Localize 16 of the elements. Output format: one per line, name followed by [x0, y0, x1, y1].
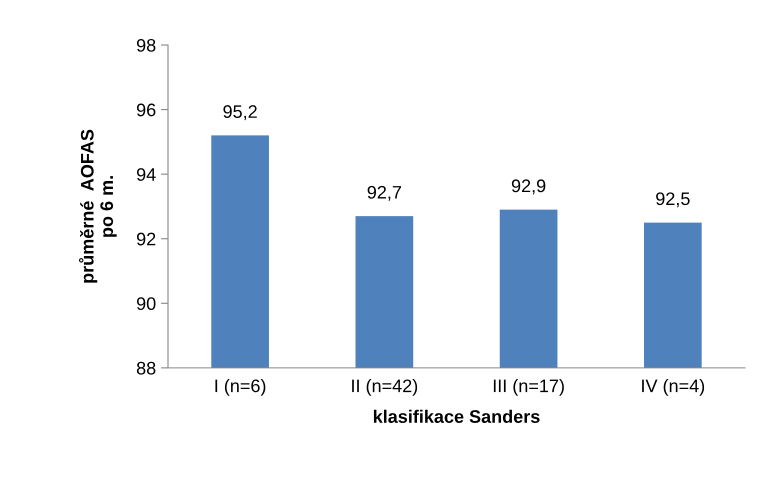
x-tick-label: I (n=6) — [215, 378, 266, 396]
y-axis-title: průměrné AOFAS po 6 m. — [78, 130, 117, 283]
x-tick-label: II (n=42) — [352, 378, 418, 396]
data-label: 92,9 — [512, 179, 546, 194]
x-tick-label: III (n=17) — [494, 378, 564, 396]
data-label: 92,7 — [368, 186, 402, 201]
y-tick-label: 90 — [136, 297, 156, 310]
x-axis-title: klasifikace Sanders — [374, 410, 540, 423]
y-tick-label: 98 — [136, 38, 156, 52]
x-tick-label: IV (n=4) — [642, 378, 704, 396]
y-tick-label: 88 — [136, 362, 156, 375]
data-label: 92,5 — [656, 192, 690, 208]
y-tick-label: 94 — [136, 168, 156, 181]
y-tick-label: 96 — [136, 104, 156, 116]
y-tick-label: 92 — [136, 232, 156, 246]
data-label: 95,2 — [223, 105, 257, 120]
